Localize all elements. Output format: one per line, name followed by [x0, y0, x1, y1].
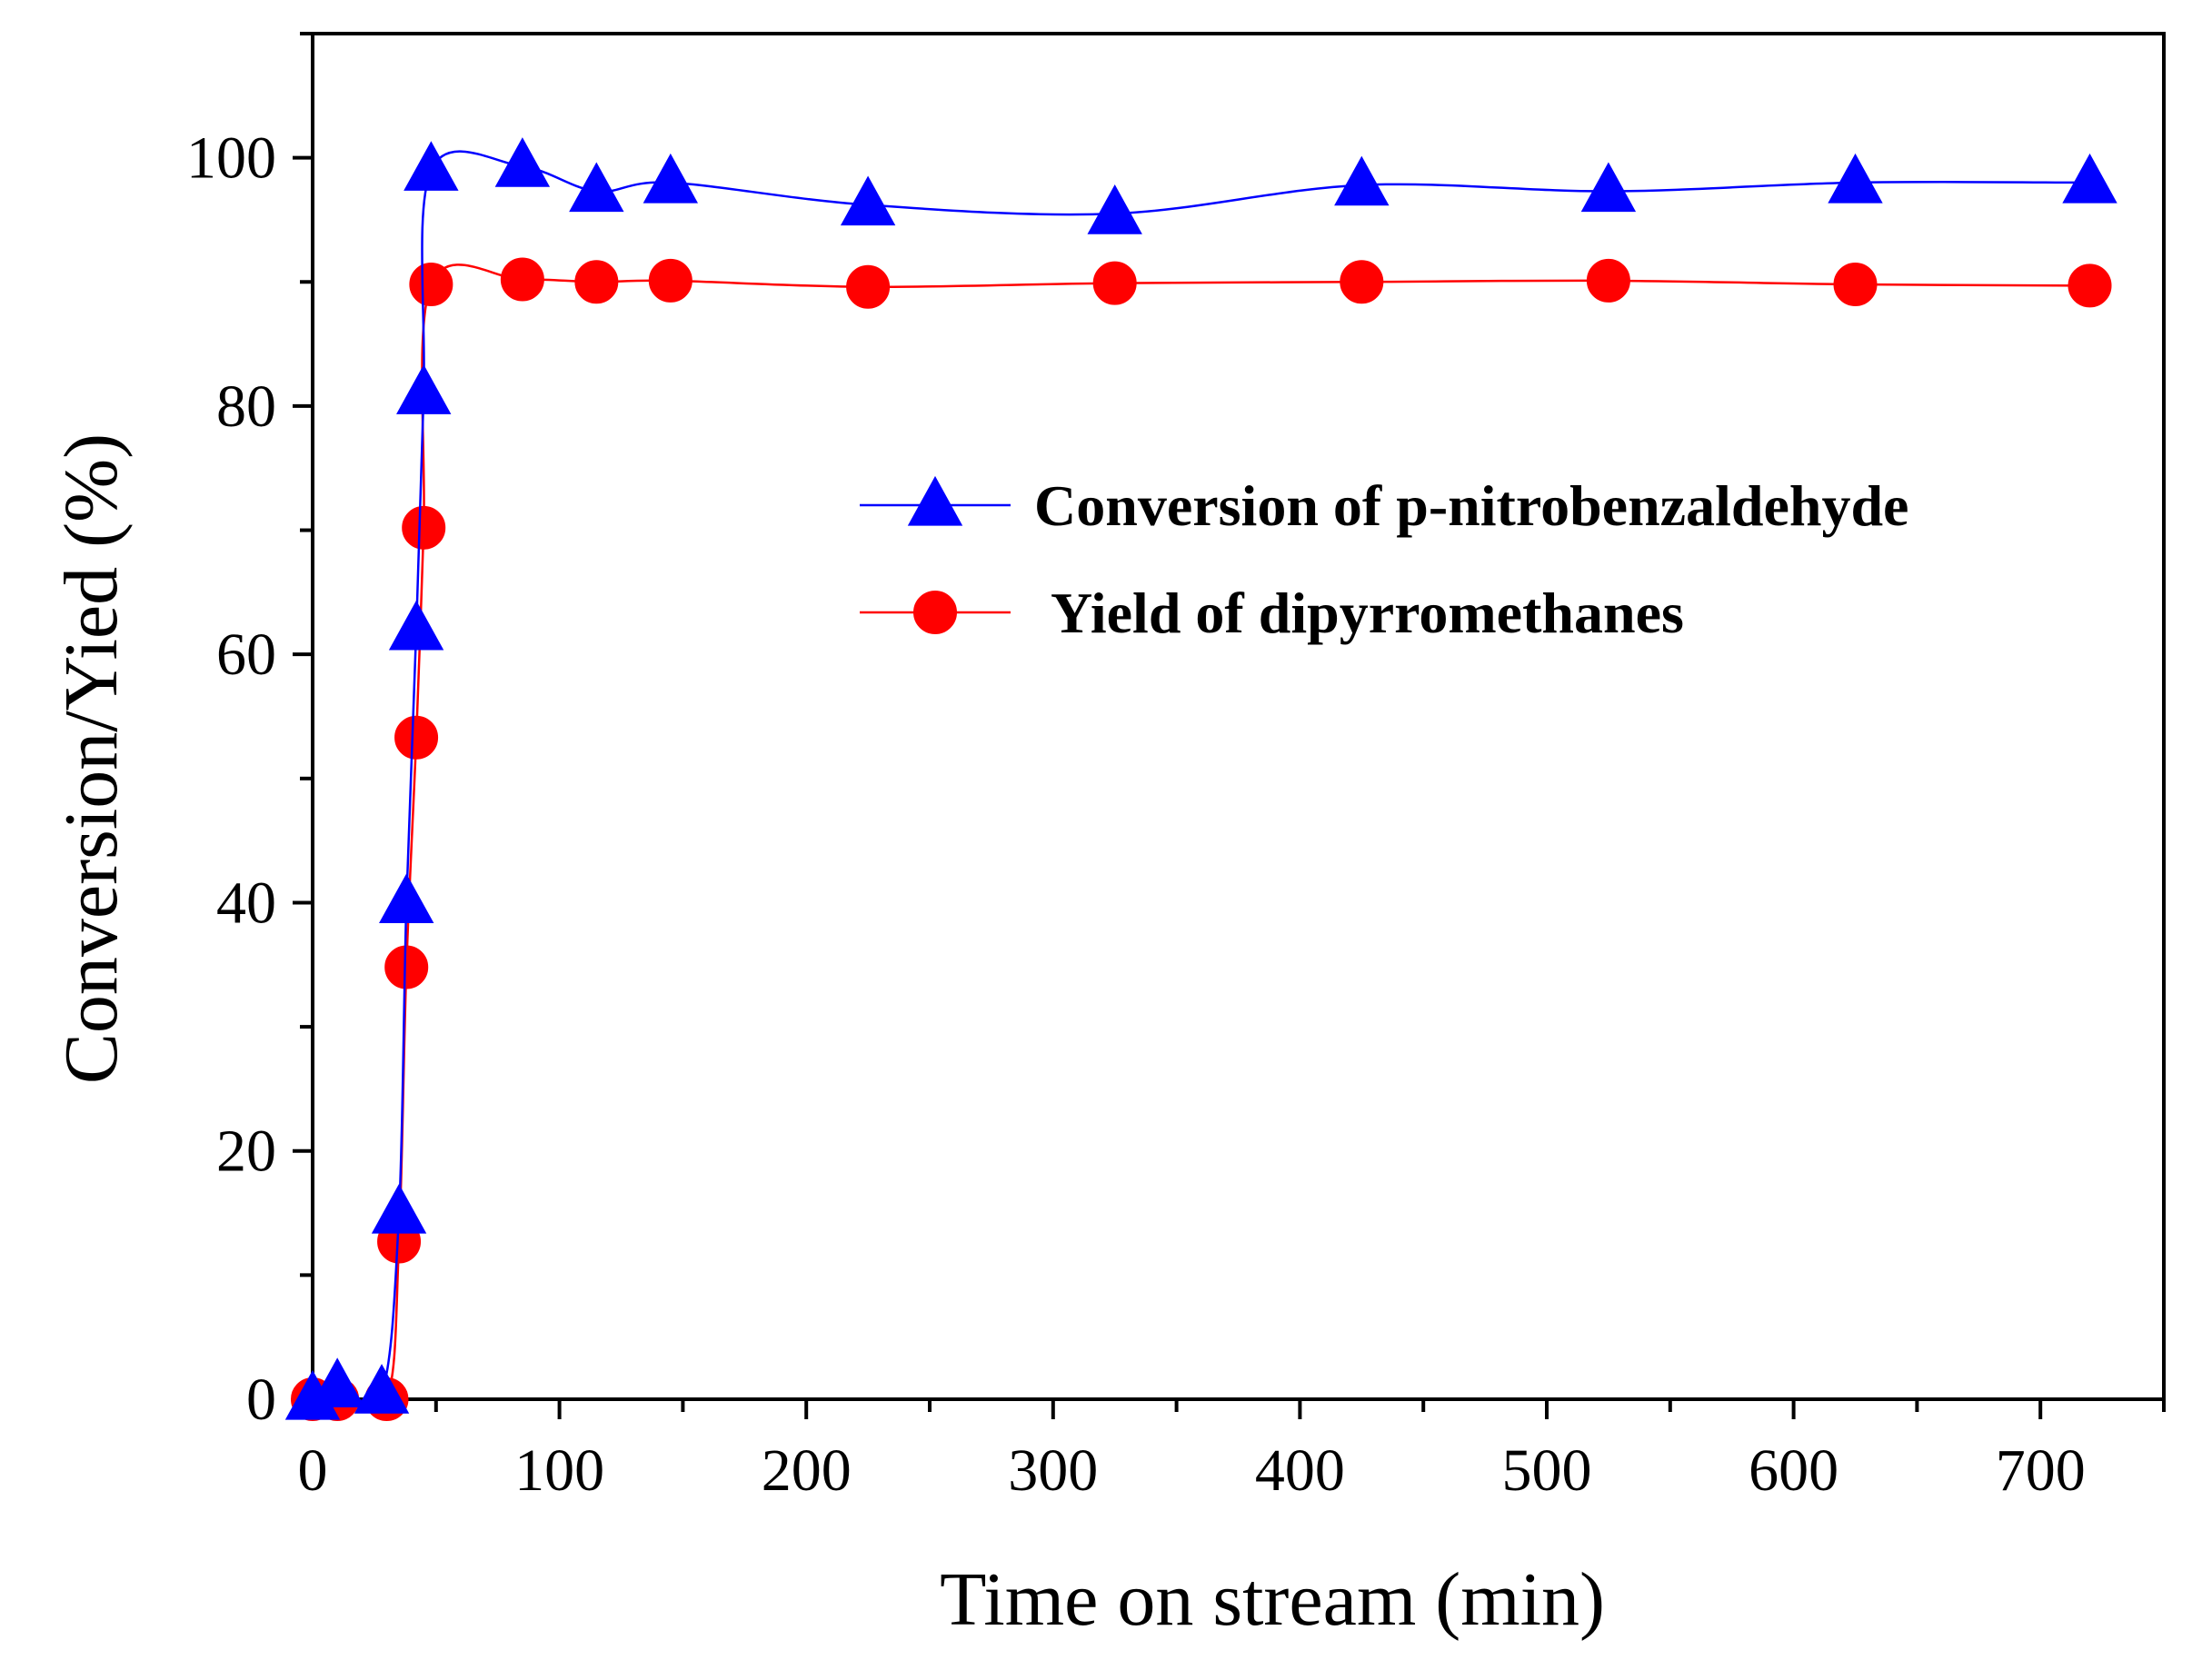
data-point-yield [500, 257, 544, 302]
data-point-conversion [371, 1183, 427, 1234]
plot-frame [311, 32, 2166, 1401]
data-point-conversion [1087, 184, 1142, 234]
series-conversion [284, 137, 2117, 1420]
data-point-conversion [569, 162, 624, 213]
x-tick-label: 200 [762, 1437, 852, 1504]
y-tick-label: 40 [216, 870, 276, 936]
x-tick-label: 700 [1996, 1437, 2086, 1504]
x-tick-label: 300 [1008, 1437, 1098, 1504]
x-tick-label: 600 [1749, 1437, 1838, 1504]
data-point-conversion [840, 175, 896, 226]
data-point-conversion [404, 141, 459, 191]
data-point-yield [1092, 261, 1137, 305]
legend-item-conversion: Conversion of p-nitrobenzaldehyde [860, 473, 1908, 538]
data-point-conversion [494, 137, 551, 187]
data-point-yield [402, 505, 446, 550]
data-point-conversion [1580, 162, 1637, 213]
legend-label-conversion: Conversion of p-nitrobenzaldehyde [1034, 473, 1908, 538]
data-point-yield [409, 263, 453, 307]
data-point-yield [846, 264, 891, 309]
data-point-yield [1586, 258, 1630, 303]
x-axis-title: Time on stream (min) [940, 1557, 1605, 1642]
data-point-conversion [354, 1364, 410, 1414]
data-point-yield [1833, 263, 1878, 307]
data-point-yield [384, 945, 429, 989]
x-tick-label: 100 [514, 1437, 604, 1504]
series-line-conversion [312, 150, 2090, 1406]
ticks: 0 100 200 300 400 500 600 700 0 20 40 60 80 100 [186, 32, 2166, 1504]
axes [311, 32, 2166, 1401]
y-tick-label: 60 [216, 621, 276, 688]
data-point-yield [2068, 263, 2112, 308]
x-tick-label: 400 [1255, 1437, 1345, 1504]
data-point-conversion [388, 600, 444, 651]
legend-marker-yield [913, 591, 957, 634]
y-axis-title: Conversion/Yied (%) [49, 433, 134, 1084]
series-layer [284, 137, 2117, 1421]
data-point-conversion [1828, 153, 1883, 204]
x-tick-label: 0 [298, 1437, 328, 1504]
y-tick-label: 80 [216, 373, 276, 440]
data-point-conversion [643, 153, 699, 204]
data-point-conversion [309, 1357, 365, 1407]
data-point-conversion [1334, 155, 1390, 206]
y-tick-label: 0 [246, 1367, 276, 1433]
series-yield [291, 257, 2112, 1421]
data-point-conversion [396, 364, 452, 414]
data-point-yield [574, 260, 619, 304]
data-point-yield [1340, 260, 1384, 304]
legend-label-yield: Yield of dipyrromethanes [1051, 581, 1684, 645]
x-tick-label: 500 [1502, 1437, 1592, 1504]
data-point-conversion [2062, 153, 2117, 204]
legend: Conversion of p-nitrobenzaldehyde Yield o… [860, 473, 1908, 645]
y-tick-label: 100 [186, 125, 276, 192]
y-tick-label: 20 [216, 1118, 276, 1185]
data-point-conversion [379, 873, 434, 924]
data-point-yield [648, 258, 692, 303]
series-line-yield [313, 263, 2090, 1413]
legend-marker-conversion [907, 475, 963, 526]
legend-item-yield: Yield of dipyrromethanes [860, 581, 1684, 645]
data-point-yield [394, 715, 439, 760]
